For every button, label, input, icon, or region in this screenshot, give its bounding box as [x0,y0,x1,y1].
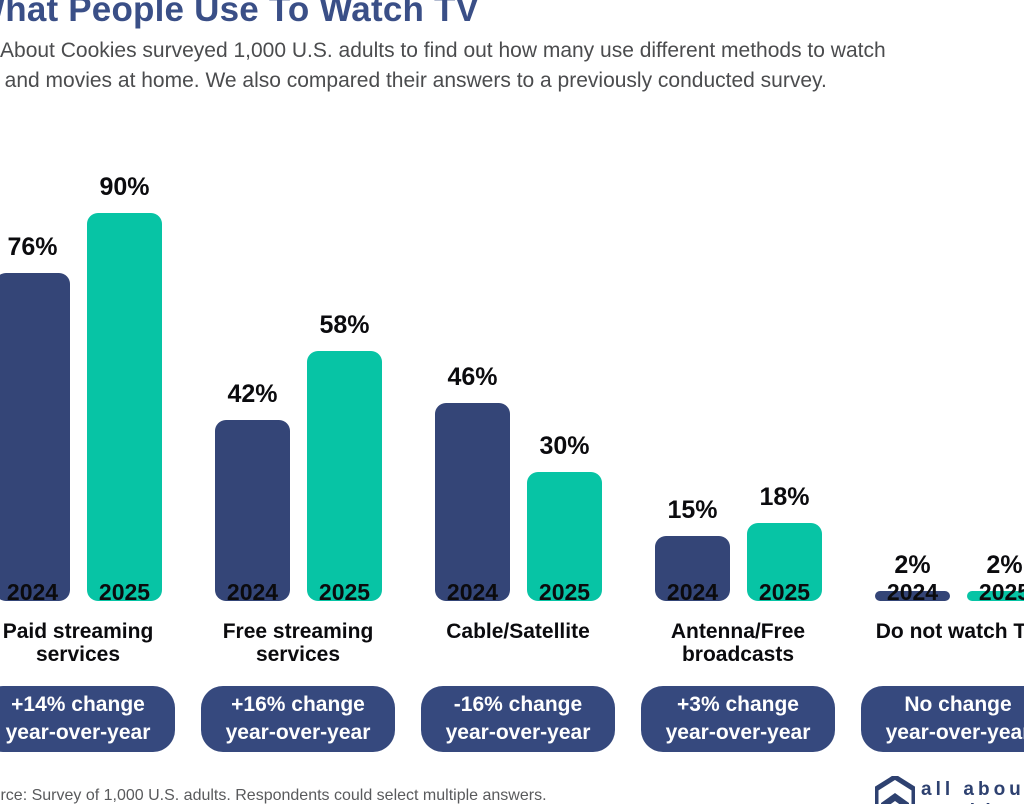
bar-value-label: 76% [7,233,58,261]
year-label: 2025 [758,579,811,605]
year-label: 2024 [6,579,59,605]
bar-value-label: 46% [447,363,498,391]
brand-logo: all about cookies [875,776,1024,804]
bar-2024: 15% [655,496,730,601]
subtitle-line-1: All About Cookies surveyed 1,000 U.S. ad… [0,39,886,62]
year-label: 2024 [226,579,279,605]
year-label: 2025 [318,579,371,605]
shield-cookie-icon [875,776,915,804]
bar-2024: 42% [215,380,290,601]
page-title: What People Use To Watch TV [0,0,480,29]
bar-value-label: 30% [539,432,590,460]
category-group: 15% 2024 18% 2025 Antenna/Free broadcasts +3% … [641,0,835,804]
category-label: Antenna/Free broadcasts [670,620,806,666]
subtitle: All About Cookies surveyed 1,000 U.S. ad… [0,36,886,96]
bar-2025: 18% [747,483,822,601]
change-pill: -16% change year-over-year [421,686,615,752]
logo-wordmark: all about cookies [921,776,1024,804]
year-label: 2025 [978,579,1024,605]
category-group: 2% 2024 2% 2025 Do not watch TV No change year… [861,0,1024,804]
category-label: Free streaming services [222,620,374,666]
year-label: 2024 [666,579,719,605]
category-label: Paid streaming services [2,620,154,666]
category-label: Cable/Satellite [446,620,590,643]
bar-2024: 46% [435,363,510,601]
change-pill: +16% change year-over-year [201,686,395,752]
category-group: 42% 2024 58% 2025 Free streaming services +16%… [201,0,395,804]
bar-value-label: 58% [319,311,370,339]
year-label: 2025 [538,579,591,605]
logo-text-line1: all about [921,779,1024,800]
logo-text-line2: cookies [921,802,1024,804]
bar-2025: 90% [87,173,162,601]
year-label: 2024 [886,579,939,605]
subtitle-line-2: TV and movies at home. We also compared … [0,69,827,92]
bar-value-label: 15% [667,496,718,524]
category-group: 46% 2024 30% 2025 Cable/Satellite -16% change… [421,0,615,804]
change-pill: +14% change year-over-year [0,686,175,752]
bar-value-label: 42% [227,380,278,408]
bar-2025: 30% [527,432,602,601]
year-label: 2024 [446,579,499,605]
bar-2025: 58% [307,311,382,601]
bar-2024: 2% [875,551,950,601]
bar-value-label: 2% [894,551,931,579]
bar-value-label: 90% [99,173,150,201]
source-note: Source: Survey of 1,000 U.S. adults. Res… [0,787,547,804]
category-group: 76% 2024 90% 2025 Paid streaming services +14%… [0,0,175,804]
bar-value-label: 2% [986,551,1023,579]
bar-2024: 76% [0,233,70,601]
category-label: Do not watch TV [875,620,1024,643]
change-pill: No change year-over-year [861,686,1024,752]
change-pill: +3% change year-over-year [641,686,835,752]
bar-value-label: 18% [759,483,810,511]
bar-2025: 2% [967,551,1024,601]
year-label: 2025 [98,579,151,605]
